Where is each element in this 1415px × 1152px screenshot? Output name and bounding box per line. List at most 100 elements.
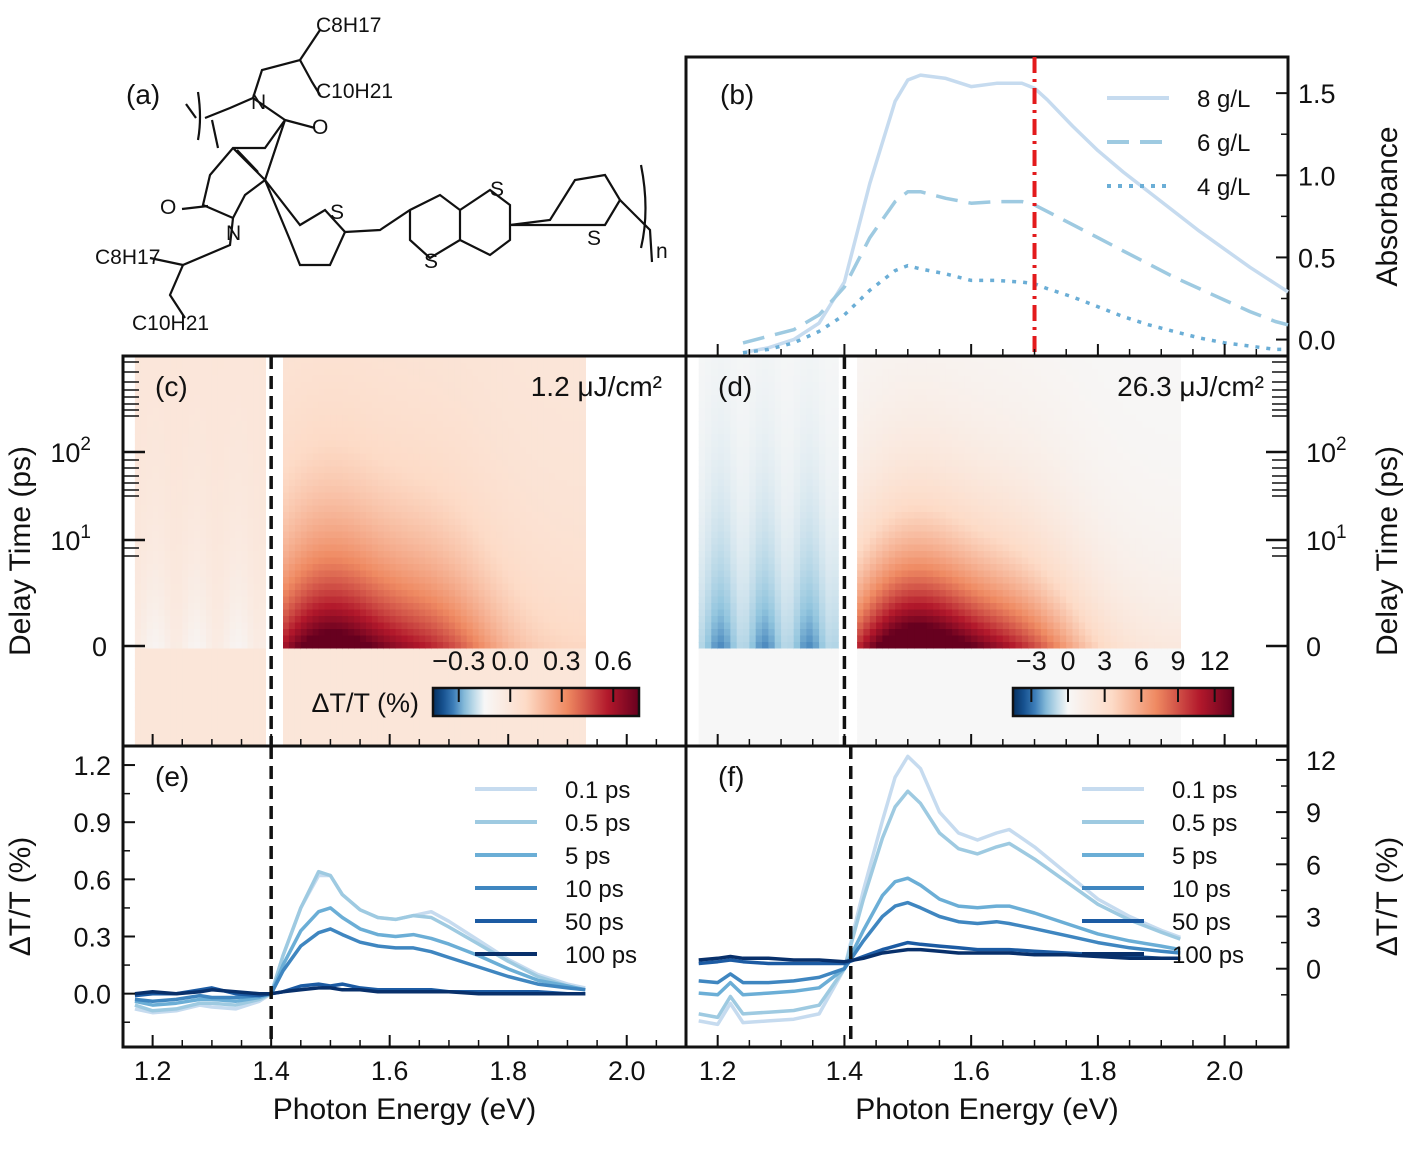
heatmap-cell xyxy=(146,616,154,624)
heatmap-cell xyxy=(502,538,509,546)
heatmap-cell xyxy=(194,427,201,435)
heatmap-cell xyxy=(158,661,166,669)
heatmap-cell xyxy=(134,622,142,630)
heatmap-cell xyxy=(736,681,744,689)
heatmap-cell xyxy=(549,603,557,611)
heatmap-cell xyxy=(360,564,367,572)
heatmap-cell xyxy=(324,375,332,383)
heatmap-cell xyxy=(318,460,326,468)
heatmap-cell xyxy=(443,362,450,370)
heatmap-cell xyxy=(730,590,738,598)
heatmap-cell xyxy=(448,668,456,676)
heatmap-cell xyxy=(437,401,444,409)
heatmap-cell xyxy=(383,655,391,663)
heatmap-cell xyxy=(247,642,255,650)
heatmap-cell xyxy=(561,642,569,650)
heatmap-cell xyxy=(182,447,189,455)
heatmap-cell xyxy=(401,486,409,494)
heatmap-cell xyxy=(490,551,498,559)
heatmap-cell xyxy=(413,388,421,396)
heatmap-cell xyxy=(140,421,148,429)
heatmap-cell xyxy=(526,622,533,630)
heatmap-cell xyxy=(484,531,492,539)
heatmap-cell xyxy=(383,362,391,370)
heatmap-cell xyxy=(182,505,189,513)
heatmap-cell xyxy=(206,642,213,650)
heatmap-cell xyxy=(383,505,391,513)
heatmap-cell xyxy=(241,382,249,390)
heatmap-cell xyxy=(543,505,551,513)
heatmap-cell xyxy=(360,401,367,409)
heatmap-cell xyxy=(134,707,142,715)
heatmap-cell xyxy=(537,538,545,546)
heatmap-cell xyxy=(561,603,569,611)
heatmap-cell xyxy=(401,531,409,539)
heatmap-cell xyxy=(259,538,266,546)
heatmap-cell xyxy=(383,499,391,507)
heatmap-cell xyxy=(366,726,373,734)
heatmap-cell xyxy=(705,609,713,617)
heatmap-cell xyxy=(288,356,296,364)
heatmap-cell xyxy=(247,570,255,578)
heatmap-cell xyxy=(579,590,586,598)
heatmap-cell xyxy=(395,362,403,370)
heatmap-cell xyxy=(502,609,509,617)
heatmap-cell xyxy=(419,453,426,461)
heatmap-cell xyxy=(259,466,266,474)
heatmap-cell xyxy=(724,629,732,637)
heatmap-cell xyxy=(377,564,385,572)
heatmap-cell xyxy=(211,466,219,474)
heatmap-cell xyxy=(496,447,504,455)
heatmap-cell xyxy=(170,583,178,591)
heatmap-cell xyxy=(537,453,545,461)
heatmap-cell xyxy=(508,635,515,643)
heatmap-cell xyxy=(514,499,521,507)
heatmap-cell xyxy=(223,421,231,429)
heatmap-cell xyxy=(247,674,255,682)
heatmap-cell xyxy=(200,700,207,708)
heatmap-cell xyxy=(736,499,744,507)
heatmap-cell xyxy=(567,453,575,461)
heatmap-cell xyxy=(478,408,486,416)
heatmap-cell xyxy=(211,453,219,461)
heatmap-cell xyxy=(698,479,706,487)
heatmap-cell xyxy=(730,356,738,364)
heatmap-cell xyxy=(336,466,343,474)
heatmap-cell xyxy=(194,499,201,507)
heatmap-cell xyxy=(134,661,142,669)
heatmap-cell xyxy=(460,388,468,396)
heatmap-cell xyxy=(247,486,255,494)
heatmap-cell xyxy=(348,674,355,682)
heatmap-cell xyxy=(484,603,492,611)
heatmap-cell xyxy=(200,596,207,604)
heatmap-cell xyxy=(294,668,302,676)
heatmap-cell xyxy=(366,479,373,487)
heatmap-cell xyxy=(312,635,320,643)
heatmap-cell xyxy=(407,499,415,507)
heatmap-cell xyxy=(419,687,426,695)
heatmap-cell xyxy=(348,440,355,448)
heatmap-cell xyxy=(531,648,539,656)
heatmap-cell xyxy=(241,473,249,481)
heatmap-cell xyxy=(543,668,551,676)
heatmap-cell xyxy=(407,401,415,409)
heatmap-cell xyxy=(134,674,142,682)
heatmap-cell xyxy=(223,440,231,448)
heatmap-cell xyxy=(229,681,237,689)
heatmap-cell xyxy=(324,486,332,494)
heatmap-cell xyxy=(484,564,492,572)
heatmap-cell xyxy=(330,564,338,572)
heatmap-cell xyxy=(431,434,438,442)
heatmap-cell xyxy=(448,635,456,643)
heatmap-cell xyxy=(454,564,462,572)
heatmap-cell xyxy=(401,479,409,487)
heatmap-cell xyxy=(164,681,172,689)
heatmap-cell xyxy=(555,421,563,429)
heatmap-cell xyxy=(235,629,243,637)
heatmap-cell xyxy=(567,726,575,734)
heatmap-cell xyxy=(555,570,563,578)
heatmap-cell xyxy=(318,362,326,370)
heatmap-cell xyxy=(425,460,432,468)
heatmap-cell xyxy=(241,609,249,617)
heatmap-cell xyxy=(348,479,355,487)
